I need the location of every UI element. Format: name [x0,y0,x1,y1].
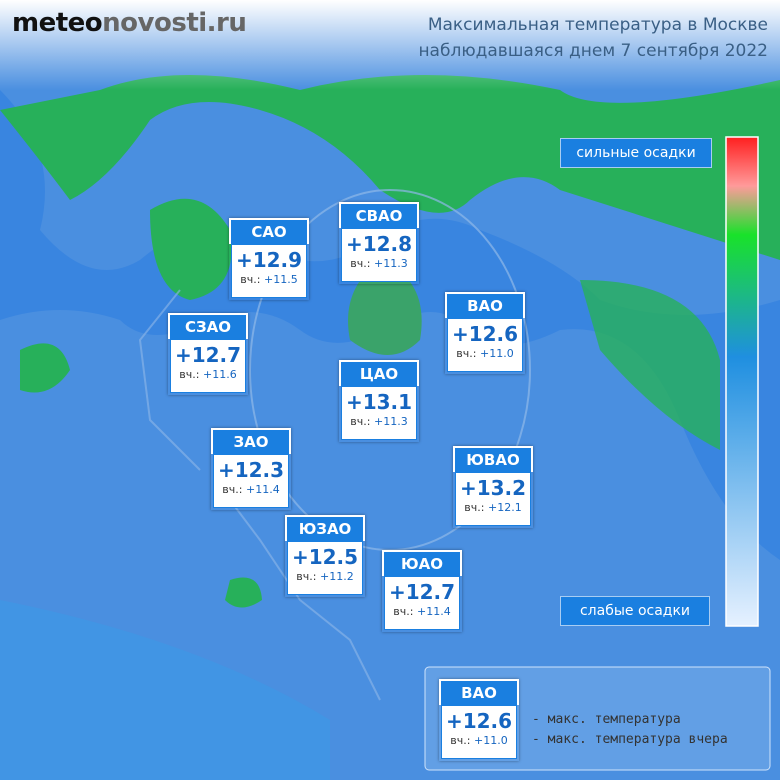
prev-prefix: вч.: [393,605,414,618]
prev-temp: +11.6 [202,368,237,381]
max-temp: +12.3 [217,458,285,482]
prev-temp-row: вч.: +11.0 [442,734,516,747]
logo-part: meteo [12,8,103,38]
district-body: +13.1 вч.: +11.3 [341,386,417,440]
prev-temp-row: вч.: +11.3 [342,257,416,270]
district-body: +12.3 вч.: +11.4 [213,454,289,508]
max-temp: +12.5 [291,545,359,569]
district-name: ЦАО [339,360,419,386]
district-box: ЮВАО +13.2 вч.: +12.1 [453,446,533,528]
max-temp: +12.6 [445,709,513,733]
district-body: +12.7 вч.: +11.4 [384,576,460,630]
scale-label: слабые осадки [560,596,710,626]
district-box: СВАО +12.8 вч.: +11.3 [339,202,419,284]
max-temp: +12.7 [174,343,242,367]
prev-prefix: вч.: [464,501,485,514]
district-box: ВАО +12.6 вч.: +11.0 [445,292,525,374]
prev-temp: +11.4 [416,605,451,618]
title: Максимальная температура в Москве наблюд… [418,12,768,64]
district-body: +13.2 вч.: +12.1 [455,472,531,526]
title-line: Максимальная температура в Москве [427,15,768,35]
district-body: +12.6 вч.: +11.0 [441,705,517,759]
district-box: ЗАО +12.3 вч.: +11.4 [211,428,291,510]
logo: meteonovosti.ru [12,8,247,38]
prev-prefix: вч.: [240,273,261,286]
prev-temp: +11.5 [263,273,298,286]
prev-temp-row: вч.: +11.6 [171,368,245,381]
district-name: ВАО [439,679,519,705]
district-box: ЦАО +13.1 вч.: +11.3 [339,360,419,442]
prev-prefix: вч.: [350,415,371,428]
title-line: наблюдавшаяся днем 7 сентября 2022 [418,41,768,61]
district-name: СЗАО [168,313,248,339]
prev-temp-row: вч.: +11.5 [232,273,306,286]
prev-temp-row: вч.: +11.4 [214,483,288,496]
prev-prefix: вч.: [296,570,317,583]
district-box: СЗАО +12.7 вч.: +11.6 [168,313,248,395]
district-box: ЮАО +12.7 вч.: +11.4 [382,550,462,632]
district-box: САО +12.9 вч.: +11.5 [229,218,309,300]
prev-prefix: вч.: [179,368,200,381]
prev-prefix: вч.: [350,257,371,270]
district-name: ЮВАО [453,446,533,472]
district-name: ЮЗАО [285,515,365,541]
district-box: ЮЗАО +12.5 вч.: +11.2 [285,515,365,597]
prev-temp-row: вч.: +11.4 [385,605,459,618]
prev-temp: +11.4 [245,483,280,496]
district-body: +12.6 вч.: +11.0 [447,318,523,372]
prev-temp: +11.0 [473,734,508,747]
prev-prefix: вч.: [456,347,477,360]
prev-temp: +11.2 [319,570,354,583]
max-temp: +12.9 [235,248,303,272]
prev-temp-row: вч.: +11.0 [448,347,522,360]
district-name: СВАО [339,202,419,228]
district-name: САО [229,218,309,244]
max-temp: +13.1 [345,390,413,414]
max-temp: +12.7 [388,580,456,604]
district-box: ВАО +12.6 вч.: +11.0 [439,679,519,761]
district-name: ЗАО [211,428,291,454]
legend-text: - макс. температура - макс. температура … [532,710,728,750]
district-body: +12.9 вч.: +11.5 [231,244,307,298]
district-name: ЮАО [382,550,462,576]
max-temp: +13.2 [459,476,527,500]
legend-desc: - макс. температура [532,712,681,727]
district-body: +12.5 вч.: +11.2 [287,541,363,595]
prev-temp-row: вч.: +11.3 [342,415,416,428]
prev-prefix: вч.: [450,734,471,747]
scale-label: сильные осадки [560,138,712,168]
legend-desc: - макс. температура вчера [532,732,728,747]
prev-temp-row: вч.: +11.2 [288,570,362,583]
prev-temp: +11.0 [479,347,514,360]
max-temp: +12.8 [345,232,413,256]
district-body: +12.7 вч.: +11.6 [170,339,246,393]
district-name: ВАО [445,292,525,318]
prev-temp: +12.1 [487,501,522,514]
prev-temp-row: вч.: +12.1 [456,501,530,514]
prev-prefix: вч.: [222,483,243,496]
max-temp: +12.6 [451,322,519,346]
prev-temp: +11.3 [373,257,408,270]
prev-temp: +11.3 [373,415,408,428]
district-body: +12.8 вч.: +11.3 [341,228,417,282]
logo-part: novosti.ru [102,8,247,38]
